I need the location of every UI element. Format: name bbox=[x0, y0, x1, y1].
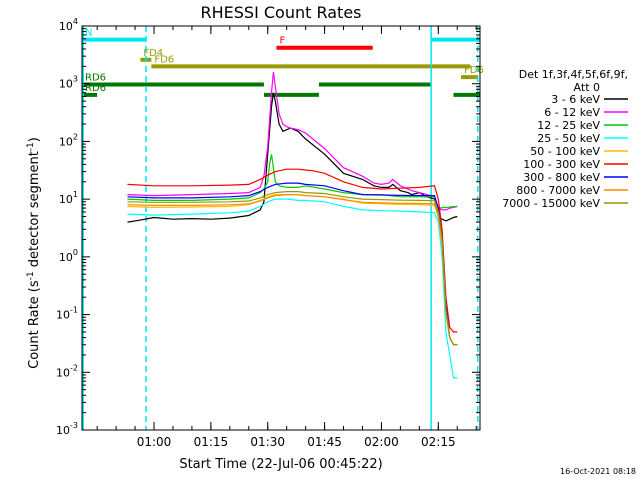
y-tick-label-base: 10 bbox=[59, 251, 73, 264]
x-tick-label: 02:00 bbox=[364, 435, 399, 449]
y-tick-label: 10-2 bbox=[56, 363, 78, 379]
series-line bbox=[127, 198, 458, 379]
state-label: FD6 bbox=[154, 54, 174, 65]
series-line bbox=[127, 92, 458, 223]
legend-label: 6 - 12 keV bbox=[544, 106, 600, 119]
series-line bbox=[127, 154, 458, 209]
x-tick-label: 02:15 bbox=[421, 435, 456, 449]
y-tick-label-base: 10 bbox=[59, 20, 73, 33]
y-tick-label-exponent: 2 bbox=[73, 132, 78, 141]
y-tick-label-base: 10 bbox=[56, 309, 70, 322]
axes-frame bbox=[81, 25, 481, 431]
y-tick-label-base: 10 bbox=[59, 78, 73, 91]
state-label: F bbox=[279, 36, 285, 47]
y-axis-label-main: Count Rate (s bbox=[27, 280, 42, 369]
y-axis-label-sup1: -1 bbox=[26, 271, 36, 280]
state-label: RD6 bbox=[85, 83, 106, 94]
legend-header-line-1: Det 1f,3f,4f,5f,6f,9f, bbox=[519, 68, 628, 81]
legend-label: 7000 - 15000 keV bbox=[502, 197, 600, 210]
y-axis-label-end: ) bbox=[27, 137, 42, 142]
x-tick-label: 01:45 bbox=[307, 435, 342, 449]
legend-label: 100 - 300 keV bbox=[523, 158, 600, 171]
y-tick-label: 104 bbox=[59, 17, 78, 33]
y-axis-label-sup2: -1 bbox=[26, 142, 36, 151]
y-tick-label: 101 bbox=[59, 190, 78, 206]
chart-title: RHESSI Count Rates bbox=[201, 3, 362, 22]
x-tick-label: 01:00 bbox=[137, 435, 172, 449]
y-tick-label-base: 10 bbox=[59, 193, 73, 206]
y-tick-label-base: 10 bbox=[56, 366, 70, 379]
y-tick-label: 10-3 bbox=[56, 421, 78, 437]
state-label: N bbox=[85, 28, 92, 39]
series-line bbox=[127, 168, 458, 333]
y-tick-label-exponent: 4 bbox=[73, 17, 78, 26]
x-tick-label: 01:15 bbox=[194, 435, 229, 449]
y-tick-label-exponent: 1 bbox=[73, 190, 78, 199]
legend-header-line-2: Att 0 bbox=[574, 81, 600, 94]
y-tick-label-exponent: -3 bbox=[70, 421, 78, 430]
y-tick-label: 103 bbox=[59, 75, 78, 91]
y-tick-label: 10-1 bbox=[56, 306, 78, 322]
legend-label: 3 - 6 keV bbox=[551, 93, 600, 106]
y-tick-label-exponent: 3 bbox=[73, 75, 78, 84]
y-axis-label: Count Rate (s-1 detector segment-1) bbox=[26, 137, 42, 369]
legend-label: 12 - 25 keV bbox=[537, 119, 600, 132]
state-label: FD4 bbox=[143, 48, 163, 59]
y-tick-label: 102 bbox=[59, 132, 78, 148]
y-tick-label-base: 10 bbox=[59, 135, 73, 148]
timestamp: 16-Oct-2021 08:18 bbox=[560, 467, 636, 476]
legend-label: 800 - 7000 keV bbox=[516, 184, 600, 197]
legend-label: 300 - 800 keV bbox=[523, 171, 600, 184]
legend-label: 50 - 100 keV bbox=[530, 145, 600, 158]
y-tick-label-exponent: 0 bbox=[73, 248, 78, 257]
legend-label: 25 - 50 keV bbox=[537, 132, 600, 145]
state-label: RD6 bbox=[85, 72, 106, 83]
x-axis-label: Start Time (22-Jul-06 00:45:22) bbox=[179, 457, 382, 472]
legend: Det 1f,3f,4f,5f,6f,9f, Att 0 3 - 6 keV6 … bbox=[502, 68, 628, 210]
y-tick-label-base: 10 bbox=[56, 424, 70, 437]
y-tick-label-exponent: -1 bbox=[70, 306, 78, 315]
y-axis-label-mid: detector segment bbox=[27, 151, 42, 271]
series-line bbox=[127, 191, 458, 346]
y-tick-label-exponent: -2 bbox=[70, 363, 78, 372]
y-tick-label: 100 bbox=[59, 248, 78, 264]
state-label: FD6 bbox=[464, 65, 484, 76]
x-tick-label: 01:30 bbox=[250, 435, 285, 449]
